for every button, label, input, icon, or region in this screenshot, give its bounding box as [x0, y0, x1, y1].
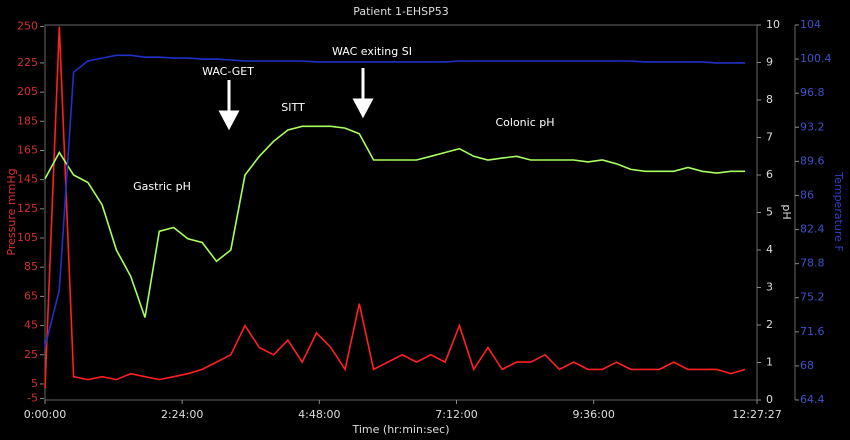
- x-tick-label: 0:00:00: [24, 408, 66, 421]
- y2-tick-label: 0: [766, 393, 773, 406]
- arrows: [218, 68, 374, 131]
- y2-tick-label: 4: [766, 243, 773, 256]
- y-axis-label: Pressure mmHg: [5, 168, 18, 255]
- annotation: WAC exiting SI: [332, 45, 412, 58]
- series-line: [44, 125, 746, 318]
- annotation: Colonic pH: [495, 116, 554, 129]
- x-tick-label: 12:27:27: [732, 408, 781, 421]
- y-tick-label: 165: [17, 143, 38, 156]
- y3-tick-label: 82.4: [800, 223, 825, 236]
- x-tick-label: 2:24:00: [161, 408, 203, 421]
- series-line: [44, 26, 746, 389]
- y2-tick-label: 1: [766, 356, 773, 369]
- y3-tick-label: 89.6: [800, 154, 825, 167]
- y2-tick-label: 8: [766, 93, 773, 106]
- series-line: [44, 54, 746, 348]
- y3-tick-label: 104: [800, 18, 821, 31]
- y3-tick-label: 96.8: [800, 86, 825, 99]
- y-tick-label: 185: [17, 114, 38, 127]
- y3-tick-label: 71.6: [800, 325, 825, 338]
- annotation: Gastric pH: [133, 180, 191, 193]
- y3-axis-label: Temperature F: [832, 171, 845, 252]
- y-tick-label: 45: [24, 319, 38, 332]
- chart-title: Patient 1-EHSP53: [353, 5, 449, 18]
- y-tick-label: -5: [27, 392, 38, 405]
- arrow-head: [218, 110, 240, 131]
- y-tick-label: 85: [24, 260, 38, 273]
- y-tick-label: 25: [24, 348, 38, 361]
- y3-tick-label: 100.4: [800, 52, 832, 65]
- y-tick-label: 145: [17, 173, 38, 186]
- y-tick-label: 125: [17, 202, 38, 215]
- y2-tick-label: 9: [766, 56, 773, 69]
- y-tick-label: 65: [24, 289, 38, 302]
- y3-tick-label: 93.2: [800, 120, 825, 133]
- y-tick-label: 250: [17, 19, 38, 32]
- y2-tick-label: 10: [766, 18, 780, 31]
- annotation: WAC-GET: [202, 65, 254, 78]
- y3-tick-label: 86: [800, 188, 814, 201]
- y3-tick-label: 78.8: [800, 257, 825, 270]
- y-tick-label: 205: [17, 85, 38, 98]
- y-tick-label: 105: [17, 231, 38, 244]
- y2-tick-label: 5: [766, 206, 773, 219]
- y2-tick-label: 3: [766, 281, 773, 294]
- y3-tick-label: 75.2: [800, 291, 825, 304]
- y3-tick-label: 68: [800, 359, 814, 372]
- x-axis-label: Time (hr:min:sec): [351, 423, 449, 436]
- y2-tick-label: 2: [766, 318, 773, 331]
- x-tick-label: 9:36:00: [572, 408, 614, 421]
- x-tick-label: 4:48:00: [298, 408, 340, 421]
- y2-tick-label: 6: [766, 168, 773, 181]
- y-tick-label: 5: [31, 377, 38, 390]
- plot-frame: [44, 24, 758, 401]
- y2-axis-label: pH: [780, 204, 793, 219]
- arrow-head: [352, 98, 374, 119]
- y-tick-label: 225: [17, 56, 38, 69]
- annotation: SITT: [281, 101, 305, 114]
- y2-tick-label: 7: [766, 131, 773, 144]
- x-tick-label: 7:12:00: [435, 408, 477, 421]
- y3-tick-label: 64.4: [800, 393, 825, 406]
